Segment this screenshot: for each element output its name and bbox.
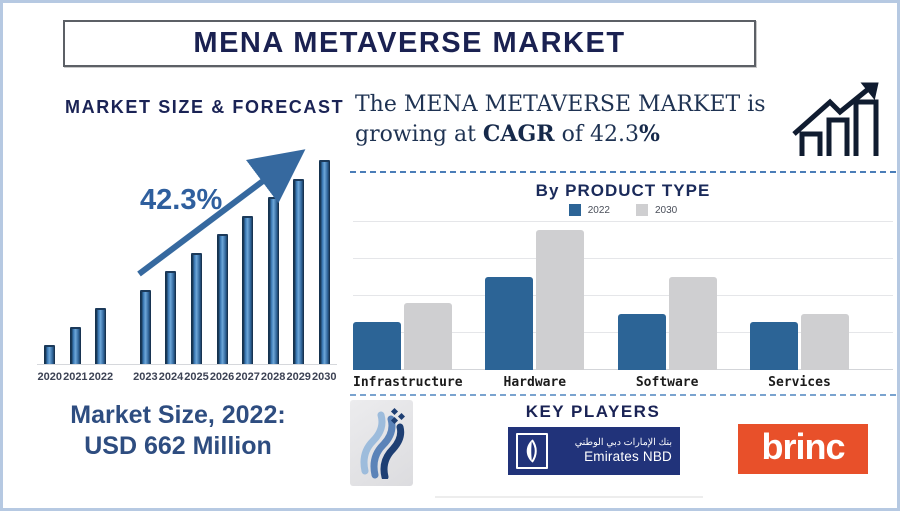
bar-column-2022: [88, 308, 114, 364]
market-size-forecast-heading: MARKET SIZE & FORECAST: [65, 97, 345, 117]
market-size-bar-chart: [37, 159, 337, 365]
product-type-legend: 2022 2030: [353, 204, 893, 216]
flame-logo: [350, 400, 413, 486]
bar-hardware-2022: [485, 277, 534, 370]
product-type-chart-title: By PRODUCT TYPE: [535, 181, 711, 200]
bar-column-2020: [37, 345, 63, 364]
emirates-nbd-text: بنك الإمارات دبي الوطني Emirates NBD: [556, 436, 672, 464]
key-players-heading: KEY PLAYERS: [525, 402, 661, 421]
product-type-bars: [353, 221, 893, 370]
bar-2025: [191, 253, 202, 364]
headline: The MENA METAVERSE MARKET is growing at …: [355, 91, 785, 149]
growth-chart-icon: [792, 82, 879, 156]
category-label-hardware: Hardware: [503, 375, 567, 390]
product-type-category-labels: Infrastructure Hardware Software Services: [353, 375, 893, 393]
legend-swatch-2030: [636, 204, 648, 216]
dashed-separator-bottom: [350, 394, 896, 396]
bar-infrastructure-2030: [404, 303, 452, 370]
brinc-logo-text: brinc: [761, 426, 845, 467]
headline-cagr: CAGR: [482, 120, 555, 147]
bar-group-software: [617, 277, 717, 370]
bar-services-2030: [800, 314, 849, 370]
category-label-software: Software: [635, 375, 699, 390]
year-label-2024: 2024: [158, 371, 184, 383]
bar-group-infrastructure: [353, 303, 452, 370]
emirates-nbd-logo: بنك الإمارات دبي الوطني Emirates NBD: [508, 427, 680, 475]
year-label-2020: 2020: [37, 371, 63, 383]
bar-2024: [165, 271, 177, 364]
market-size-caption-line1: Market Size, 2022:: [70, 401, 286, 429]
market-size-year-axis: 2020 2021 2022 2023 2024 2025 2026 2027 2028 2029…: [37, 371, 337, 383]
bar-2026: [216, 234, 228, 364]
headline-prefix: growing at: [355, 121, 483, 147]
legend-item-2030: 2030: [636, 204, 677, 216]
year-label-2021: 2021: [63, 371, 88, 383]
bar-column-2025: [184, 253, 210, 364]
category-label-infrastructure: Infrastructure: [353, 375, 463, 390]
headline-mid: of 42.3: [554, 121, 639, 147]
market-size-caption-line2: USD 662 Million: [84, 432, 272, 461]
bar-column-2027: [235, 216, 261, 364]
year-label-2025: 2025: [184, 371, 209, 383]
brinc-logo: brinc: [738, 424, 868, 474]
gridline: [353, 295, 893, 296]
bar-column-2026: [209, 234, 235, 364]
legend-swatch-2022: [568, 204, 581, 216]
bar-column-2030: [311, 160, 337, 364]
legend-item-2022: 2022: [568, 204, 610, 216]
year-label-2030: 2030: [312, 371, 337, 383]
bar-software-2022: [617, 314, 666, 370]
market-size-caption: Market Size, 2022: USD 662 Million: [13, 400, 343, 463]
bar-2021: [69, 327, 81, 364]
page-title: MENA METAVERSE MARKET: [193, 27, 626, 59]
bar-infrastructure-2022: [353, 322, 401, 370]
headline-percent: %: [638, 120, 660, 147]
legend-label-2022: 2022: [587, 204, 610, 216]
year-label-2026: 2026: [209, 371, 235, 383]
bar-group-hardware: [485, 230, 585, 370]
title-box: MENA METAVERSE MARKET: [63, 20, 756, 67]
dashed-separator-top: [350, 171, 896, 173]
bar-services-2022: [749, 322, 798, 370]
year-label-2027: 2027: [235, 371, 260, 383]
bar-software-2030: [668, 277, 717, 370]
year-label-2023: 2023: [133, 371, 158, 383]
year-label-2028: 2028: [260, 371, 286, 383]
year-label-2029: 2029: [286, 371, 311, 383]
cagr-annotation: 42.3%: [140, 184, 223, 216]
bar-2023: [139, 290, 151, 364]
category-label-services: Services: [768, 375, 831, 390]
bar-2020: [44, 345, 56, 364]
emirates-nbd-english-label: Emirates NBD: [584, 448, 672, 464]
bar-2030: [318, 160, 330, 364]
headline-line1: The MENA METAVERSE MARKET is: [355, 92, 766, 117]
watermark-smudge: [435, 496, 703, 498]
emirates-nbd-arabic-label: بنك الإمارات دبي الوطني: [574, 436, 672, 448]
flame-icon: [360, 407, 405, 479]
bar-column-2023: [133, 290, 159, 364]
bar-2022: [95, 308, 107, 364]
year-label-2022: 2022: [88, 371, 114, 383]
bar-column-2021: [63, 327, 89, 364]
gridline: [353, 221, 893, 222]
bar-column-2024: [158, 271, 184, 364]
bar-hardware-2030: [536, 230, 585, 370]
emirates-nbd-emblem-icon: [516, 433, 548, 469]
legend-label-2030: 2030: [655, 204, 678, 216]
growth-trend-arrow: [137, 149, 306, 277]
gridline: [353, 258, 893, 259]
bar-2027: [242, 216, 254, 364]
bar-group-services: [749, 314, 849, 370]
